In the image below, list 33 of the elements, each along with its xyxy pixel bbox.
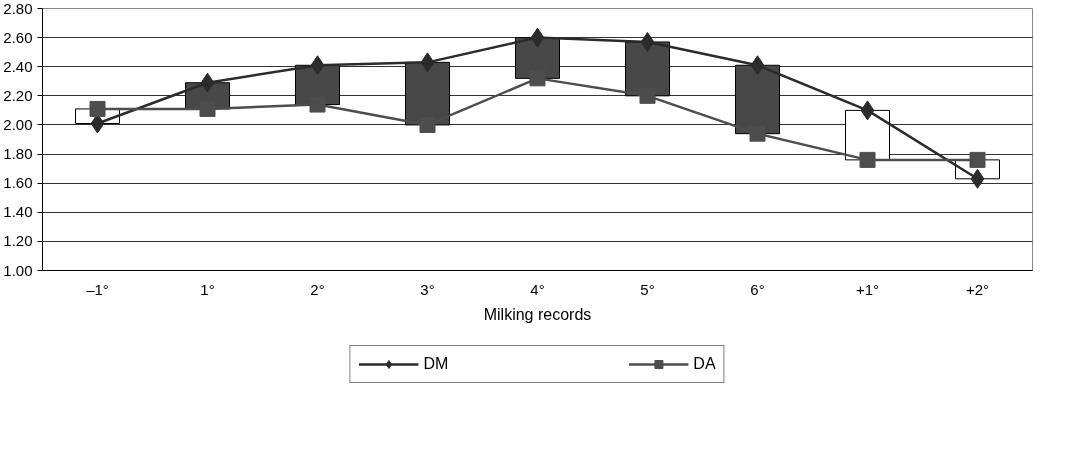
x-tick-label: 4° — [530, 280, 545, 298]
y-tick-label: 2.80 — [3, 0, 33, 17]
y-tick-label: 1.00 — [3, 261, 33, 279]
x-tick-label: –1° — [86, 280, 109, 298]
y-tick-label: 1.20 — [3, 232, 33, 250]
legend-label: DA — [693, 355, 716, 373]
x-tick-label: 6° — [750, 280, 765, 298]
y-tick-label: 2.20 — [3, 86, 33, 104]
x-tick-label: 3° — [420, 280, 435, 298]
point — [640, 31, 655, 52]
y-tick-label: 1.80 — [3, 145, 33, 163]
x-axis-title: Milking records — [483, 305, 592, 323]
point — [200, 72, 215, 93]
point — [859, 151, 876, 168]
point — [530, 27, 545, 48]
y-tick-label: 1.60 — [3, 174, 33, 192]
point — [860, 100, 875, 121]
x-tick-label: 2° — [310, 280, 325, 298]
point — [310, 55, 325, 76]
point — [89, 100, 106, 117]
point — [969, 151, 986, 168]
point — [420, 52, 435, 73]
legend-label: DM — [423, 355, 449, 373]
x-tick-label: 1° — [200, 280, 215, 298]
y-tick-label: 1.40 — [3, 203, 33, 221]
x-tick-label: +1° — [855, 280, 880, 298]
x-tick-label: 5° — [640, 280, 655, 298]
y-tick-label: 2.00 — [3, 115, 33, 133]
point — [970, 168, 985, 189]
point — [750, 55, 765, 76]
y-tick-label: 2.40 — [3, 57, 33, 75]
x-tick-label: +2° — [965, 280, 990, 298]
y-tick-label: 2.60 — [3, 28, 33, 46]
